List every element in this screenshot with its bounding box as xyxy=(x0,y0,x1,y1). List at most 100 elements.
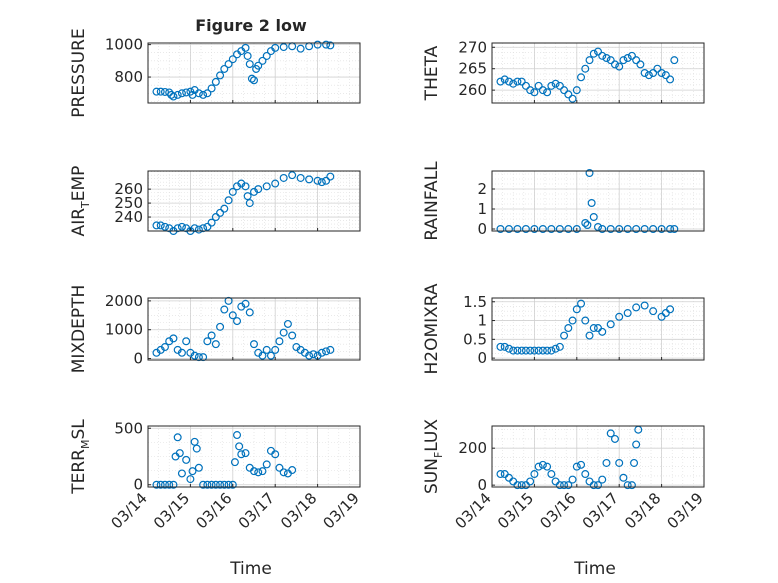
data-point xyxy=(194,463,203,472)
data-point xyxy=(203,337,212,346)
data-point xyxy=(534,81,543,90)
data-point xyxy=(589,324,598,333)
data-point xyxy=(190,224,199,233)
data-point xyxy=(513,346,522,355)
data-point xyxy=(262,460,271,469)
y-tick-label: 1000 xyxy=(105,321,143,339)
data-point xyxy=(194,225,203,234)
data-point xyxy=(581,219,590,228)
data-point xyxy=(228,187,237,196)
data-point xyxy=(610,434,619,443)
data-point xyxy=(555,342,564,351)
data-point xyxy=(564,324,573,333)
data-point xyxy=(254,185,263,194)
data-point xyxy=(250,340,259,349)
data-point xyxy=(160,343,169,352)
axes-box xyxy=(147,297,361,361)
data-point xyxy=(564,225,573,234)
data-point xyxy=(581,470,590,479)
data-point xyxy=(152,221,161,230)
data-point xyxy=(216,480,225,489)
data-point xyxy=(322,176,331,185)
data-point xyxy=(228,311,237,320)
data-point xyxy=(547,81,556,90)
data-point xyxy=(220,480,229,489)
data-point xyxy=(496,225,505,234)
data-point xyxy=(177,89,186,98)
data-point xyxy=(220,305,229,314)
data-point xyxy=(496,77,505,86)
data-point xyxy=(241,182,250,191)
data-point xyxy=(173,224,182,233)
data-point xyxy=(538,225,547,234)
data-point xyxy=(606,429,615,438)
data-point xyxy=(640,301,649,310)
y-tick-label: 1 xyxy=(477,200,487,218)
data-point xyxy=(555,81,564,90)
y-axis-label-part: TERR xyxy=(69,449,89,495)
data-point xyxy=(666,305,675,314)
data-point xyxy=(262,345,271,354)
data-point xyxy=(228,480,237,489)
data-point xyxy=(636,60,645,69)
data-point xyxy=(152,87,161,96)
data-point xyxy=(228,55,237,64)
data-point xyxy=(245,308,254,317)
axes-box xyxy=(491,297,705,361)
data-point xyxy=(602,458,611,467)
data-point xyxy=(313,176,322,185)
data-point xyxy=(169,480,178,489)
data-point xyxy=(610,60,619,69)
data-point xyxy=(496,342,505,351)
data-point xyxy=(296,44,305,53)
data-point xyxy=(526,346,535,355)
data-point xyxy=(211,77,220,86)
data-point xyxy=(275,337,284,346)
y-axis-label-part: SL xyxy=(69,419,89,440)
data-point xyxy=(296,173,305,182)
data-point xyxy=(326,41,335,50)
y-axis-label-part: EMP xyxy=(69,166,89,202)
data-point xyxy=(186,475,195,484)
data-point xyxy=(173,90,182,99)
data-point xyxy=(160,222,169,231)
data-point xyxy=(322,347,331,356)
data-point xyxy=(271,43,280,52)
data-point xyxy=(615,225,624,234)
data-point xyxy=(589,481,598,490)
data-point xyxy=(666,225,675,234)
data-point xyxy=(188,467,197,476)
data-point xyxy=(220,64,229,73)
data-point xyxy=(572,225,581,234)
data-point xyxy=(220,204,229,213)
y-tick-label: 260 xyxy=(114,180,143,198)
axes-box xyxy=(491,425,705,488)
y-axis-label-subscript: F xyxy=(432,452,445,458)
y-axis-label: TERRMSL xyxy=(69,419,92,495)
data-point xyxy=(598,51,607,60)
data-point xyxy=(513,225,522,234)
data-point xyxy=(521,346,530,355)
y-axis-label: MIXDEPTH xyxy=(69,285,89,374)
data-point xyxy=(509,79,518,88)
data-point xyxy=(568,475,577,484)
data-point xyxy=(606,56,615,65)
data-point xyxy=(627,51,636,60)
data-point xyxy=(577,299,586,308)
y-tick-label: 1000 xyxy=(105,36,143,54)
data-point xyxy=(560,331,569,340)
data-point xyxy=(572,462,581,471)
data-point xyxy=(177,469,186,478)
data-point xyxy=(623,225,632,234)
data-point xyxy=(657,68,666,77)
data-point xyxy=(233,431,242,440)
data-point xyxy=(243,51,252,60)
data-point xyxy=(156,221,165,230)
data-point xyxy=(547,346,556,355)
y-tick-label: 0.5 xyxy=(463,330,487,348)
data-point xyxy=(271,345,280,354)
data-point xyxy=(657,225,666,234)
data-point xyxy=(615,62,624,71)
data-point xyxy=(649,68,658,77)
